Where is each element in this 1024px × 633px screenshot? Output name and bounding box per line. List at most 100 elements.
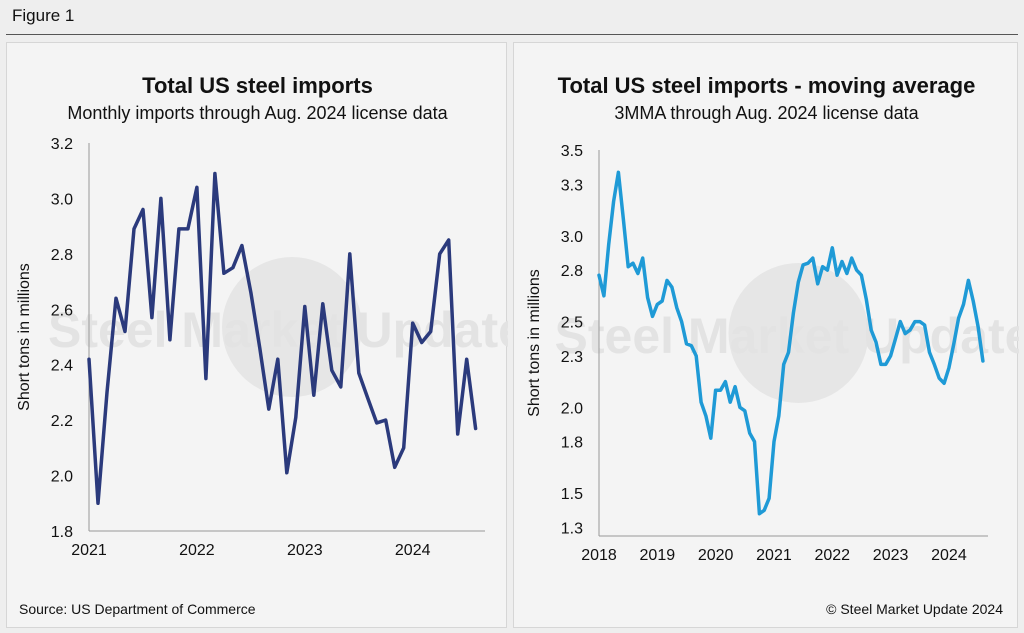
- data-point: [375, 422, 378, 424]
- data-point: [807, 262, 809, 264]
- copyright-note: © Steel Market Update 2024: [826, 601, 1003, 617]
- y-tick-label: 1.3: [561, 520, 583, 537]
- data-point: [943, 382, 945, 385]
- watermark-circle: [728, 263, 869, 403]
- data-point: [860, 274, 863, 276]
- data-point: [826, 269, 829, 271]
- data-point: [651, 315, 654, 318]
- data-point: [802, 264, 804, 266]
- data-point: [295, 416, 297, 419]
- data-point: [223, 272, 225, 275]
- data-point: [304, 305, 306, 308]
- data-point: [899, 320, 902, 323]
- data-point: [710, 437, 712, 440]
- data-point: [690, 344, 693, 347]
- data-point: [933, 363, 936, 366]
- data-point: [782, 363, 785, 366]
- data-point: [115, 297, 117, 299]
- chart-panel-moving-average: Steel Market Update Total US steel import…: [513, 42, 1019, 628]
- x-tick-label: 2020: [698, 547, 734, 564]
- data-point: [358, 372, 360, 374]
- data-point: [384, 419, 387, 421]
- data-point: [671, 286, 673, 288]
- figure-label: Figure 1: [12, 6, 75, 25]
- data-point: [232, 266, 234, 269]
- data-point: [719, 389, 722, 392]
- data-point: [214, 172, 216, 175]
- data-point: [748, 432, 751, 434]
- x-tick-label: 2023: [873, 547, 909, 564]
- y-tick-label: 3.0: [561, 229, 583, 246]
- data-point: [880, 363, 882, 366]
- data-point: [286, 472, 288, 474]
- data-point: [729, 401, 731, 404]
- data-point: [603, 295, 605, 297]
- data-point: [124, 330, 126, 333]
- data-point: [909, 329, 911, 331]
- chart-title: Total US steel imports: [142, 73, 373, 98]
- data-point: [632, 262, 634, 264]
- data-point: [758, 512, 761, 515]
- data-point: [889, 355, 892, 357]
- data-point: [447, 239, 450, 241]
- data-point: [982, 360, 984, 362]
- x-tick-label: 2019: [640, 547, 676, 564]
- y-tick-label: 2.5: [561, 315, 583, 332]
- x-tick-label: 2021: [71, 542, 107, 559]
- watermark-text: Steel Market Update: [48, 302, 508, 358]
- y-tick-label: 2.2: [51, 413, 73, 430]
- data-point: [680, 320, 683, 323]
- y-tick-label: 1.8: [51, 524, 73, 541]
- data-point: [919, 320, 921, 323]
- data-point: [870, 329, 872, 331]
- data-point: [622, 217, 625, 220]
- x-tick-label: 2018: [581, 547, 617, 564]
- x-tick-label: 2022: [179, 542, 215, 559]
- data-point: [142, 208, 144, 211]
- data-point: [753, 440, 756, 443]
- data-point: [739, 406, 741, 409]
- data-point: [411, 322, 414, 324]
- data-point: [977, 325, 979, 328]
- data-point: [768, 497, 770, 500]
- y-axis-label: Short tons in millions: [16, 263, 33, 411]
- y-tick-label: 2.6: [51, 302, 73, 319]
- data-point: [957, 317, 960, 319]
- y-tick-label: 2.8: [561, 263, 583, 280]
- data-point: [646, 296, 649, 299]
- data-point: [821, 265, 824, 268]
- data-point: [894, 337, 897, 340]
- data-point: [250, 291, 252, 294]
- figure-divider: [6, 34, 1018, 35]
- y-tick-label: 1.8: [561, 435, 583, 452]
- data-point: [850, 257, 853, 259]
- data-point: [948, 367, 950, 369]
- y-tick-label: 2.0: [51, 469, 73, 486]
- data-point: [773, 440, 775, 443]
- x-tick-label: 2021: [756, 547, 792, 564]
- data-point: [178, 228, 180, 230]
- data-point: [778, 415, 780, 417]
- data-point: [598, 274, 600, 276]
- data-point: [734, 385, 736, 388]
- data-point: [904, 332, 906, 335]
- data-point: [187, 228, 189, 230]
- data-point: [133, 228, 135, 230]
- data-point: [277, 358, 279, 361]
- data-point: [259, 347, 261, 349]
- data-point: [953, 343, 955, 345]
- data-point: [612, 200, 615, 203]
- data-point: [641, 257, 644, 259]
- data-point: [617, 171, 620, 174]
- x-tick-label: 2024: [395, 542, 431, 559]
- data-point: [724, 380, 727, 383]
- data-point: [884, 363, 887, 366]
- data-point: [685, 343, 688, 345]
- series-line: [597, 170, 985, 516]
- data-point: [855, 269, 858, 271]
- monthly-imports-chart: Steel Market Update Total US steel import…: [16, 73, 508, 559]
- y-tick-label: 3.0: [51, 191, 73, 208]
- data-point: [607, 243, 610, 246]
- watermark-circle: [222, 257, 362, 397]
